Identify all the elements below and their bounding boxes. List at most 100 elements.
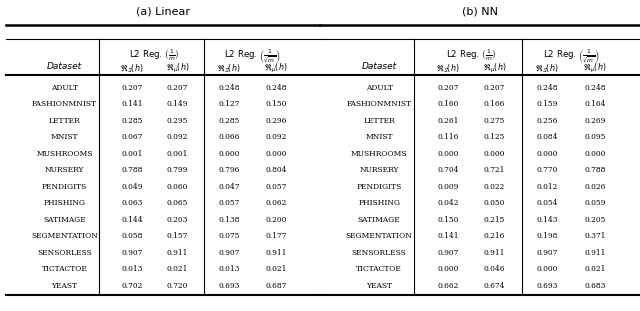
Text: 0.704: 0.704 [437, 166, 459, 174]
Text: 0.000: 0.000 [437, 265, 459, 273]
Text: 0.203: 0.203 [166, 216, 188, 224]
Text: SEGMENTATION: SEGMENTATION [31, 232, 98, 240]
Text: 0.127: 0.127 [218, 100, 240, 109]
Text: 0.013: 0.013 [218, 265, 240, 273]
Text: MNIST: MNIST [51, 133, 78, 142]
Text: L2 Reg. $\left(\frac{1}{\sqrt{m}}\right)$: L2 Reg. $\left(\frac{1}{\sqrt{m}}\right)… [543, 48, 600, 66]
Text: 0.164: 0.164 [584, 100, 606, 109]
Text: $\mathfrak{R}_\mu(h)$: $\mathfrak{R}_\mu(h)$ [483, 62, 506, 75]
Text: SEGMENTATION: SEGMENTATION [346, 232, 413, 240]
Text: 0.084: 0.084 [536, 133, 558, 142]
Text: 0.693: 0.693 [536, 282, 558, 290]
Text: 0.065: 0.065 [166, 199, 188, 207]
Text: 0.296: 0.296 [266, 117, 287, 125]
Text: NURSERY: NURSERY [45, 166, 84, 174]
Text: 0.198: 0.198 [536, 232, 558, 240]
Text: Dataset: Dataset [362, 62, 397, 71]
Text: L2 Reg. $\left(\frac{1}{m}\right)$: L2 Reg. $\left(\frac{1}{m}\right)$ [446, 48, 497, 63]
Text: 0.000: 0.000 [266, 150, 287, 158]
Text: 0.001: 0.001 [121, 150, 143, 158]
Text: 0.026: 0.026 [584, 183, 606, 191]
Text: $\mathfrak{R}_\mu(h)$: $\mathfrak{R}_\mu(h)$ [584, 62, 607, 75]
Text: 0.295: 0.295 [166, 117, 188, 125]
Text: 0.159: 0.159 [536, 100, 558, 109]
Text: 0.150: 0.150 [437, 216, 459, 224]
Text: PHISHING: PHISHING [358, 199, 400, 207]
Text: 0.687: 0.687 [266, 282, 287, 290]
Text: 0.157: 0.157 [166, 232, 188, 240]
Text: 0.662: 0.662 [437, 282, 459, 290]
Text: 0.012: 0.012 [536, 183, 558, 191]
Text: FASHIONMNIST: FASHIONMNIST [347, 100, 412, 109]
Text: 0.141: 0.141 [437, 232, 459, 240]
Text: LETTER: LETTER [364, 117, 395, 125]
Text: 0.207: 0.207 [437, 84, 459, 92]
Text: SATIMAGE: SATIMAGE [358, 216, 401, 224]
Text: 0.261: 0.261 [437, 117, 459, 125]
Text: 0.256: 0.256 [536, 117, 558, 125]
Text: 0.054: 0.054 [536, 199, 558, 207]
Text: 0.063: 0.063 [121, 199, 143, 207]
Text: 0.177: 0.177 [266, 232, 287, 240]
Text: YEAST: YEAST [366, 282, 392, 290]
Text: 0.001: 0.001 [166, 150, 188, 158]
Text: MNIST: MNIST [365, 133, 393, 142]
Text: 0.166: 0.166 [484, 100, 505, 109]
Text: 0.160: 0.160 [437, 100, 459, 109]
Text: 0.702: 0.702 [121, 282, 143, 290]
Text: 0.042: 0.042 [437, 199, 459, 207]
Text: 0.022: 0.022 [484, 183, 505, 191]
Text: 0.000: 0.000 [536, 265, 558, 273]
Text: 0.799: 0.799 [166, 166, 188, 174]
Text: 0.021: 0.021 [166, 265, 188, 273]
Text: 0.000: 0.000 [484, 150, 505, 158]
Text: 0.770: 0.770 [536, 166, 558, 174]
Text: 0.116: 0.116 [437, 133, 459, 142]
Text: 0.275: 0.275 [484, 117, 505, 125]
Text: 0.067: 0.067 [121, 133, 143, 142]
Text: ADULT: ADULT [365, 84, 393, 92]
Text: 0.911: 0.911 [266, 249, 287, 257]
Text: 0.125: 0.125 [484, 133, 505, 142]
Text: 0.911: 0.911 [484, 249, 505, 257]
Text: 0.000: 0.000 [218, 150, 240, 158]
Text: L2 Reg. $\left(\frac{1}{\sqrt{m}}\right)$: L2 Reg. $\left(\frac{1}{\sqrt{m}}\right)… [224, 48, 281, 66]
Text: TICTACTOE: TICTACTOE [356, 265, 402, 273]
Text: 0.285: 0.285 [121, 117, 143, 125]
Text: LETTER: LETTER [49, 117, 80, 125]
Text: 0.207: 0.207 [121, 84, 143, 92]
Text: 0.248: 0.248 [584, 84, 606, 92]
Text: SENSORLESS: SENSORLESS [352, 249, 406, 257]
Text: $\mathfrak{R}_\mu(h)$: $\mathfrak{R}_\mu(h)$ [264, 62, 288, 75]
Text: PHISHING: PHISHING [44, 199, 85, 207]
Text: 0.141: 0.141 [121, 100, 143, 109]
Text: 0.200: 0.200 [266, 216, 287, 224]
Text: Dataset: Dataset [47, 62, 82, 71]
Text: MUSHROOMS: MUSHROOMS [36, 150, 93, 158]
Text: 0.674: 0.674 [484, 282, 505, 290]
Text: PENDIGITS: PENDIGITS [42, 183, 87, 191]
Text: 0.796: 0.796 [218, 166, 240, 174]
Text: 0.000: 0.000 [437, 150, 459, 158]
Text: $\mathfrak{R}_\mathcal{S}(h)$: $\mathfrak{R}_\mathcal{S}(h)$ [120, 62, 143, 75]
Text: 0.693: 0.693 [218, 282, 240, 290]
Text: 0.057: 0.057 [218, 199, 240, 207]
Text: 0.907: 0.907 [218, 249, 240, 257]
Text: ADULT: ADULT [51, 84, 78, 92]
Text: NURSERY: NURSERY [360, 166, 399, 174]
Text: 0.150: 0.150 [266, 100, 287, 109]
Text: 0.062: 0.062 [266, 199, 287, 207]
Text: 0.911: 0.911 [166, 249, 188, 257]
Text: 0.720: 0.720 [166, 282, 188, 290]
Text: 0.021: 0.021 [584, 265, 606, 273]
Text: 0.013: 0.013 [121, 265, 143, 273]
Text: 0.092: 0.092 [166, 133, 188, 142]
Text: 0.207: 0.207 [166, 84, 188, 92]
Text: 0.907: 0.907 [437, 249, 459, 257]
Text: 0.371: 0.371 [584, 232, 606, 240]
Text: 0.788: 0.788 [121, 166, 143, 174]
Text: 0.907: 0.907 [536, 249, 558, 257]
Text: $\mathfrak{R}_\mu(h)$: $\mathfrak{R}_\mu(h)$ [166, 62, 189, 75]
Text: 0.059: 0.059 [584, 199, 606, 207]
Text: SENSORLESS: SENSORLESS [37, 249, 92, 257]
